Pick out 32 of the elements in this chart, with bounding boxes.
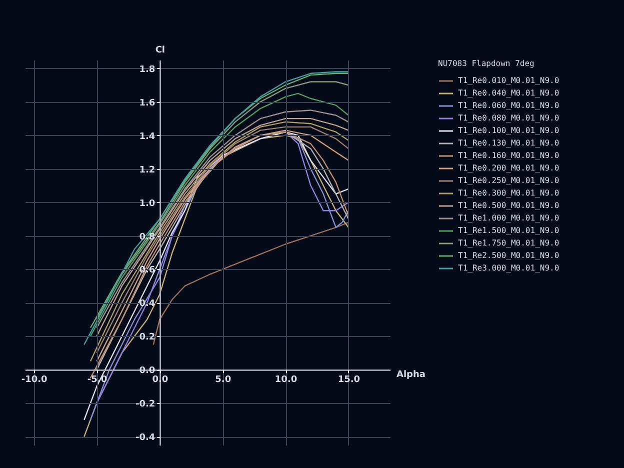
- x-tick-label: 10.0: [274, 375, 298, 386]
- y-tick-label: 1.8: [139, 64, 156, 75]
- y-tick-label: 1.2: [139, 165, 156, 176]
- legend-label: T1_Re0.250_M0.01_N9.0: [458, 176, 560, 185]
- y-tick-label: -0.4: [135, 433, 156, 444]
- legend-label: T1_Re1.500_M0.01_N9.0: [458, 226, 560, 235]
- y-tick-label: 1.0: [139, 198, 156, 209]
- legend-label: T1_Re0.100_M0.01_N9.0: [458, 126, 560, 135]
- legend-label: T1_Re1.000_M0.01_N9.0: [458, 214, 560, 222]
- y-axis-title: Cl: [155, 46, 166, 56]
- y-tick-label: 0.4: [139, 299, 156, 310]
- y-tick-label: 0.2: [139, 332, 156, 343]
- legend-title: NU7083 Flapdown 7deg: [438, 59, 535, 68]
- y-tick-label: 1.6: [139, 98, 156, 108]
- x-tick-label: 5.0: [215, 375, 232, 386]
- legend-label: T1_Re0.500_M0.01_N9.0: [458, 201, 560, 210]
- legend-label: T1_Re1.750_M0.01_N9.0: [458, 238, 560, 248]
- x-axis-title: Alpha: [396, 370, 426, 380]
- x-tick-label: -10.0: [21, 375, 48, 386]
- legend-label: T1_Re0.080_M0.01_N9.0: [458, 114, 560, 122]
- x-tick-label: 15.0: [338, 375, 360, 386]
- y-tick-label: -0.2: [135, 400, 156, 410]
- legend-label: T1_Re3.000_M0.01_N9.0: [458, 264, 560, 272]
- legend-label: T1_Re0.300_M0.01_N9.0: [458, 188, 560, 198]
- legend-label: T1_Re0.160_M0.01_N9.0: [458, 151, 560, 160]
- legend-label: T1_Re0.010_M0.01_N9.0: [458, 76, 560, 85]
- legend-label: T1_Re2.500_M0.01_N9.0: [458, 251, 560, 260]
- y-tick-label: 1.4: [139, 132, 156, 142]
- legend-label: T1_Re0.060_M0.01_N9.0: [458, 101, 560, 110]
- legend-label: T1_Re0.130_M0.01_N9.0: [458, 138, 560, 148]
- legend-label: T1_Re0.040_M0.01_N9.0: [458, 88, 560, 98]
- legend-label: T1_Re0.200_M0.01_N9.0: [458, 164, 560, 172]
